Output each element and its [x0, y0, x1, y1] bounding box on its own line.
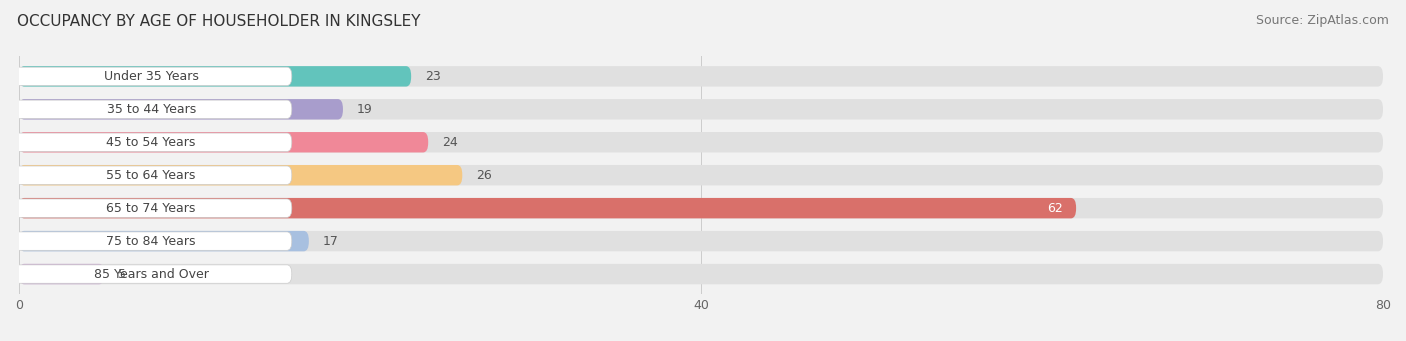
FancyBboxPatch shape — [20, 66, 1384, 87]
FancyBboxPatch shape — [20, 132, 429, 152]
FancyBboxPatch shape — [10, 265, 292, 283]
FancyBboxPatch shape — [10, 232, 292, 250]
Text: 19: 19 — [357, 103, 373, 116]
Text: 65 to 74 Years: 65 to 74 Years — [107, 202, 195, 215]
Text: 75 to 84 Years: 75 to 84 Years — [107, 235, 195, 248]
FancyBboxPatch shape — [20, 198, 1384, 218]
FancyBboxPatch shape — [10, 100, 292, 119]
FancyBboxPatch shape — [20, 99, 343, 119]
Text: Under 35 Years: Under 35 Years — [104, 70, 198, 83]
FancyBboxPatch shape — [20, 165, 1384, 186]
FancyBboxPatch shape — [10, 199, 292, 217]
FancyBboxPatch shape — [20, 99, 1384, 119]
FancyBboxPatch shape — [20, 132, 1384, 152]
Text: Source: ZipAtlas.com: Source: ZipAtlas.com — [1256, 14, 1389, 27]
FancyBboxPatch shape — [10, 67, 292, 86]
Text: 85 Years and Over: 85 Years and Over — [94, 268, 208, 281]
FancyBboxPatch shape — [20, 198, 1076, 218]
Text: 26: 26 — [477, 169, 492, 182]
FancyBboxPatch shape — [10, 133, 292, 151]
FancyBboxPatch shape — [10, 166, 292, 184]
FancyBboxPatch shape — [20, 231, 309, 251]
FancyBboxPatch shape — [20, 165, 463, 186]
FancyBboxPatch shape — [20, 231, 1384, 251]
Text: 35 to 44 Years: 35 to 44 Years — [107, 103, 195, 116]
Text: 62: 62 — [1046, 202, 1063, 215]
FancyBboxPatch shape — [20, 66, 411, 87]
Text: 45 to 54 Years: 45 to 54 Years — [107, 136, 195, 149]
Text: 55 to 64 Years: 55 to 64 Years — [107, 169, 195, 182]
Text: 23: 23 — [425, 70, 440, 83]
FancyBboxPatch shape — [20, 264, 1384, 284]
Text: 24: 24 — [441, 136, 457, 149]
Text: 17: 17 — [322, 235, 339, 248]
FancyBboxPatch shape — [20, 264, 104, 284]
Text: OCCUPANCY BY AGE OF HOUSEHOLDER IN KINGSLEY: OCCUPANCY BY AGE OF HOUSEHOLDER IN KINGS… — [17, 14, 420, 29]
Text: 5: 5 — [118, 268, 127, 281]
